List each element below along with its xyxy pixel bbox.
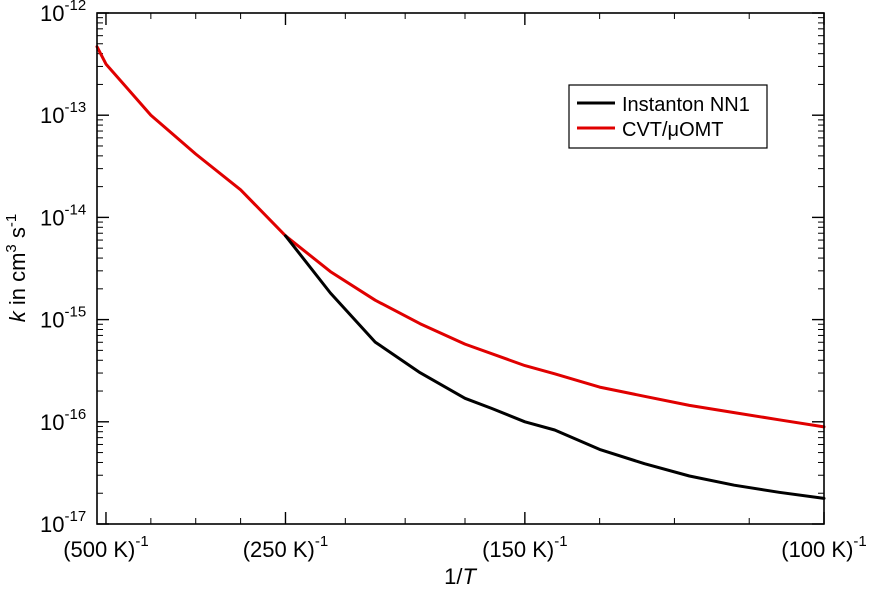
legend-box	[568, 84, 768, 149]
x-tick-base: (500 K)	[63, 537, 135, 562]
y-tick-label: 10-14	[40, 201, 86, 230]
y-tick-base: 10	[40, 410, 64, 435]
y-tick-base: 10	[40, 205, 64, 230]
y-tick-base: 10	[40, 512, 64, 537]
y-tick-label: 10-16	[40, 406, 86, 435]
y-tick-exponent: -12	[64, 0, 86, 14]
series-lines	[95, 45, 826, 500]
y-tick-exponent: -13	[64, 99, 86, 116]
y-tick-exponent: -17	[64, 508, 86, 525]
plot-frame	[96, 12, 825, 525]
y-tick-label: 10-15	[40, 304, 86, 333]
x-tick-exponent: -1	[853, 533, 866, 550]
legend: Instanton NN1 CVT/μOMT	[568, 84, 768, 149]
x-tick-label: (100 K)-1	[781, 533, 867, 562]
y-tick-label: 10-13	[40, 99, 86, 128]
x-tick-exponent: -1	[135, 533, 148, 550]
legend-label-cvt: CVT/μOMT	[622, 119, 724, 141]
series-line-instanton-nn1	[284, 234, 826, 500]
x-axis-label: 1/T	[444, 564, 477, 589]
legend-label-instanton: Instanton NN1	[622, 94, 750, 116]
x-tick-base: (150 K)	[482, 537, 554, 562]
y-axis-label: k in cm3 s-1	[3, 214, 30, 323]
axis-ticks	[97, 12, 825, 525]
y-tick-base: 10	[40, 1, 64, 26]
x-tick-base: (250 K)	[243, 537, 315, 562]
x-tick-base: (100 K)	[781, 537, 853, 562]
x-tick-exponent: -1	[315, 533, 328, 550]
x-tick-label: (250 K)-1	[243, 533, 329, 562]
x-tick-exponent: -1	[554, 533, 567, 550]
y-tick-exponent: -14	[64, 201, 86, 218]
y-tick-exponent: -15	[64, 304, 86, 321]
x-tick-label: (500 K)-1	[63, 533, 149, 562]
x-tick-label: (150 K)-1	[482, 533, 568, 562]
y-tick-base: 10	[40, 308, 64, 333]
y-tick-label: 10-12	[40, 0, 86, 26]
y-tick-base: 10	[40, 103, 64, 128]
series-line-cvt-muomt	[95, 45, 826, 429]
y-tick-exponent: -16	[64, 406, 86, 423]
y-tick-label: 10-17	[40, 508, 86, 537]
